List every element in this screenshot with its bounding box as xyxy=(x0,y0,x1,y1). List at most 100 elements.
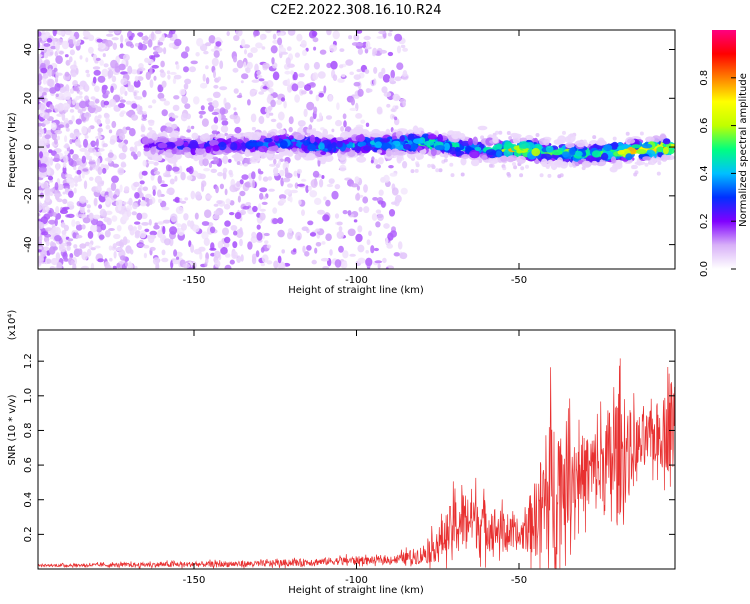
spectrogram-noise-cell xyxy=(260,262,265,267)
spectrogram-noise-cell xyxy=(81,224,86,230)
spectrogram-noise-cell xyxy=(234,126,242,134)
spectrogram-noise-cell xyxy=(134,145,138,153)
spectrogram-noise-cell xyxy=(219,86,228,91)
spectrogram-signal-cell xyxy=(205,146,211,154)
spectrogram-signal-cell xyxy=(403,143,412,150)
spectrogram-noise-cell xyxy=(204,258,209,264)
spectrogram-noise-cell xyxy=(38,202,43,211)
spectrogram-signal-cell xyxy=(531,148,541,157)
spectrogram-noise-cell xyxy=(63,224,69,232)
spectrogram-noise-cell xyxy=(193,96,200,105)
spectrogram-noise-cell xyxy=(65,84,70,94)
spectrogram-noise-cell xyxy=(175,256,180,260)
spectrogram-noise-cell xyxy=(102,167,107,174)
spectrogram-noise-cell xyxy=(233,230,238,236)
spectrogram-noise-cell xyxy=(83,138,88,148)
spectrogram-noise-cell xyxy=(75,224,83,231)
spectrogram-signal-cell xyxy=(510,133,522,138)
spectrogram-noise-cell xyxy=(288,116,294,125)
spectrogram-noise-cell xyxy=(108,245,113,251)
spectrogram-noise-cell xyxy=(368,230,372,237)
spectrogram-noise-cell xyxy=(224,264,232,269)
spectrogram-noise-cell xyxy=(63,154,69,164)
spectrogram-noise-cell xyxy=(443,158,448,163)
spectrogram-noise-cell xyxy=(203,237,210,246)
spectrogram-noise-cell xyxy=(38,212,41,217)
spectrogram-noise-cell xyxy=(373,66,378,74)
spectrogram-noise-cell xyxy=(81,265,89,269)
spectrogram-noise-cell xyxy=(43,43,51,47)
spectrogram-signal-cell xyxy=(254,153,261,158)
spectrogram-noise-cell xyxy=(100,163,105,169)
spectrogram-noise-cell xyxy=(307,220,314,226)
spectrogram-noise-cell xyxy=(138,32,144,38)
spectrogram-noise-cell xyxy=(112,194,118,199)
spectrogram-noise-cell xyxy=(119,255,126,261)
spectrogram-noise-cell xyxy=(163,100,170,106)
spectrogram-signal-cell xyxy=(470,158,480,167)
spectrogram-noise-cell xyxy=(217,76,221,81)
spectrogram-noise-cell xyxy=(187,220,192,227)
colorbar-tick-label: 0.4 xyxy=(699,165,710,181)
snr-xlabel: Height of straight line (km) xyxy=(288,585,424,596)
spectrogram-noise-cell xyxy=(325,199,331,207)
spectrogram-noise-cell xyxy=(239,179,244,185)
spectrogram-noise-cell xyxy=(519,173,524,178)
spectrogram-noise-cell xyxy=(326,30,332,36)
spectrogram-noise-cell xyxy=(171,123,178,130)
spectrogram-noise-cell xyxy=(229,259,235,265)
spectrogram-noise-cell xyxy=(104,230,111,238)
spectrogram-noise-cell xyxy=(374,260,383,264)
spectrogram-noise-cell xyxy=(266,80,274,88)
spectrogram-noise-cell xyxy=(78,100,87,109)
spectrogram-noise-cell xyxy=(199,173,206,180)
spectrogram-noise-cell xyxy=(69,179,75,188)
spectrogram-noise-cell xyxy=(112,42,118,50)
spectrogram-noise-cell xyxy=(108,30,114,34)
spectrogram-signal-cell xyxy=(591,160,598,166)
spectrogram-noise-cell xyxy=(243,163,249,167)
spectrogram-noise-cell xyxy=(162,219,171,224)
spectrogram-noise-cell xyxy=(234,212,242,220)
spectrogram-noise-cell xyxy=(357,244,365,253)
spectrogram-noise-cell xyxy=(339,164,347,172)
spectrogram-noise-cell xyxy=(189,66,196,73)
spectrogram-noise-cell xyxy=(341,73,346,78)
spectrogram-noise-cell xyxy=(82,168,89,172)
spectrogram-noise-cell xyxy=(73,187,77,194)
spectrogram-noise-cell xyxy=(217,240,224,249)
spectrogram-noise-cell xyxy=(358,206,363,212)
spectrogram-signal-cell xyxy=(649,157,657,166)
spectrogram-noise-cell xyxy=(297,183,305,187)
snr-ylabel: SNR (10 * v/v) xyxy=(7,394,18,465)
spectrogram-noise-cell xyxy=(300,40,307,48)
spectrogram-noise-cell xyxy=(365,122,370,128)
spectrogram-noise-cell xyxy=(143,252,147,259)
spectrogram-noise-cell xyxy=(172,259,180,265)
spectrogram-noise-cell xyxy=(383,174,390,183)
spectrogram-noise-cell xyxy=(363,206,370,214)
spectrogram-noise-cell xyxy=(69,109,75,113)
spectrogram-noise-cell xyxy=(328,178,335,185)
spectrogram-signal-cell xyxy=(390,148,400,156)
spectrogram-noise-cell xyxy=(140,125,146,133)
spectrogram-noise-cell xyxy=(92,214,101,220)
spectrogram-noise-cell xyxy=(164,238,171,246)
spectrogram-noise-cell xyxy=(247,99,251,106)
spectrogram-noise-cell xyxy=(634,170,639,175)
spectrogram-noise-cell xyxy=(241,174,249,180)
spectrogram-noise-cell xyxy=(100,223,107,231)
spectrogram-noise-cell xyxy=(250,113,257,123)
spectrogram-noise-cell xyxy=(402,100,407,107)
spectrogram-noise-cell xyxy=(337,78,345,83)
spectrogram-noise-cell xyxy=(58,50,64,55)
spectrogram-noise-cell xyxy=(513,165,518,170)
spectrogram-noise-cell xyxy=(323,85,327,94)
spectrogram-noise-cell xyxy=(49,229,56,236)
spectrogram-noise-cell xyxy=(211,57,219,67)
spectrogram-noise-cell xyxy=(435,168,440,173)
spectrogram-noise-cell xyxy=(134,192,140,199)
spectrogram-noise-cell xyxy=(125,41,133,47)
spectrogram-noise-cell xyxy=(147,160,155,165)
spectrogram-noise-cell xyxy=(261,254,269,263)
